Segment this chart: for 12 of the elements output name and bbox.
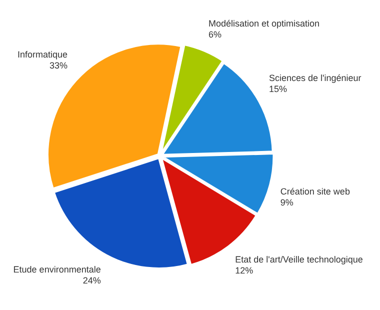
slice-label: Création site web — [280, 186, 350, 197]
slice-label: Informatique — [17, 50, 68, 60]
data-label: 6% — [208, 29, 222, 40]
slice-label: Etat de l'art/Veille technologique — [235, 254, 363, 264]
slice-label: Modélisation et optimisation — [208, 18, 320, 28]
data-label: 15% — [268, 84, 287, 94]
data-label: 33% — [49, 60, 68, 71]
data-label: 9% — [280, 198, 294, 208]
data-label: 24% — [82, 276, 101, 286]
slice-label: Sciences de l'ingénieur — [268, 72, 362, 83]
data-label: 12% — [235, 265, 254, 276]
slice-label: Etude environmentale — [13, 264, 101, 275]
